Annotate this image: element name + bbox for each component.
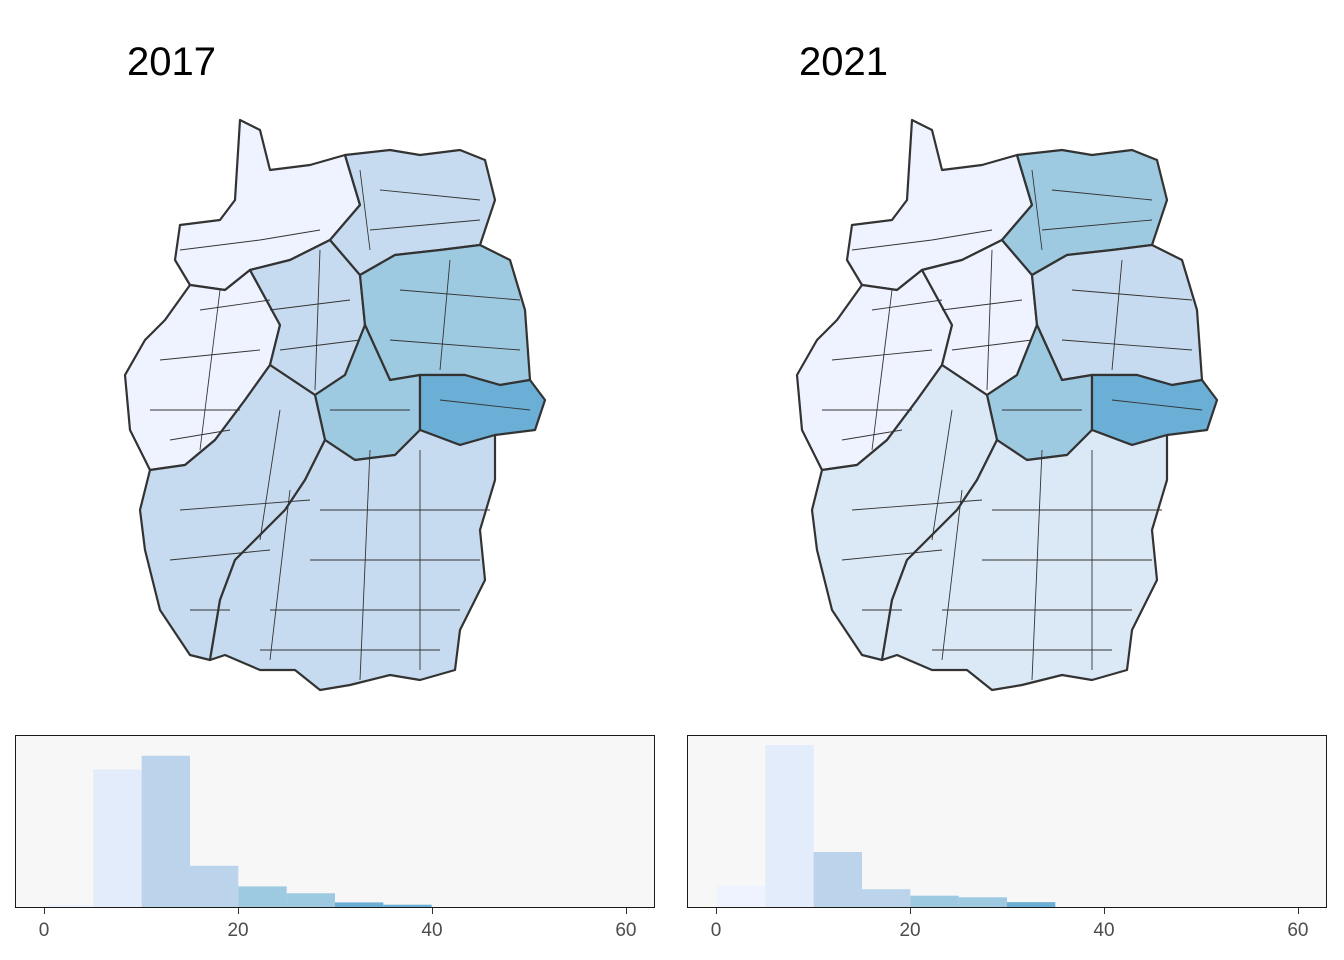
- histogram-svg: [45, 755, 432, 907]
- district-border: [941, 299, 1023, 311]
- district-border: [169, 549, 271, 561]
- district-border: [1111, 399, 1203, 411]
- x-tick-label: 20: [899, 920, 921, 941]
- district-border: [169, 429, 231, 441]
- district-border: [179, 229, 321, 251]
- district-border: [369, 219, 481, 231]
- district-border: [986, 249, 993, 391]
- histogram-bar: [141, 755, 190, 907]
- district-border: [851, 229, 993, 251]
- x-tick-label: 60: [615, 920, 637, 941]
- x-tick-label: 40: [421, 920, 443, 941]
- panel-title-2017: 2017: [127, 40, 216, 84]
- histogram-bar: [910, 895, 959, 907]
- x-tick-mark: [44, 908, 46, 914]
- histogram-2017: [15, 735, 655, 908]
- x-tick-label: 20: [227, 920, 249, 941]
- district-border: [159, 349, 261, 361]
- district-border: [269, 299, 351, 311]
- district-border: [439, 399, 531, 411]
- x-tick-mark: [1297, 908, 1299, 914]
- district-border: [841, 549, 943, 561]
- histogram-svg: [717, 745, 1056, 907]
- district-border: [1041, 219, 1153, 231]
- district-border: [831, 349, 933, 361]
- district-border: [1031, 169, 1043, 251]
- district-border: [941, 489, 963, 661]
- germany-map-2017: [123, 118, 547, 692]
- x-tick-label: 40: [1093, 920, 1115, 941]
- district-border: [314, 249, 321, 391]
- district-border: [269, 489, 291, 661]
- x-tick-label: 0: [38, 920, 50, 941]
- district-border: [359, 449, 371, 681]
- district-border: [199, 289, 221, 451]
- district-border: [359, 169, 371, 251]
- x-tick-mark: [1103, 908, 1105, 914]
- district-border: [199, 299, 271, 311]
- histogram-bar: [190, 865, 239, 907]
- district-border: [379, 189, 481, 201]
- x-tick-mark: [716, 908, 718, 914]
- histogram-bar: [862, 889, 911, 907]
- district-border: [1111, 259, 1123, 371]
- histogram-bar: [45, 904, 94, 907]
- histogram-bar: [765, 745, 814, 907]
- district-border: [1031, 449, 1043, 681]
- district-border: [841, 429, 903, 441]
- district-border: [279, 339, 361, 351]
- histogram-x-axis-2021: 0 20 40 60: [687, 908, 1327, 948]
- panel-title-2021: 2021: [799, 40, 888, 84]
- histogram-bar: [335, 902, 384, 907]
- district-border: [951, 339, 1033, 351]
- germany-map-2021: [795, 118, 1219, 692]
- x-tick-mark: [238, 908, 240, 914]
- histogram-x-axis-2017: 0 20 40 60: [15, 908, 655, 948]
- histogram-bar: [1007, 902, 1056, 907]
- histogram-bar: [813, 852, 862, 907]
- x-tick-mark: [431, 908, 433, 914]
- histogram-2021: [687, 735, 1327, 908]
- histogram-bar: [93, 769, 142, 907]
- district-border: [389, 339, 521, 351]
- district-border: [931, 409, 953, 541]
- histogram-bar: [717, 885, 766, 907]
- histogram-bar: [238, 886, 287, 907]
- district-border: [1071, 289, 1193, 301]
- x-tick-label: 0: [710, 920, 722, 941]
- x-tick-label: 60: [1287, 920, 1309, 941]
- x-tick-mark: [625, 908, 627, 914]
- x-tick-mark: [910, 908, 912, 914]
- district-border: [399, 289, 521, 301]
- district-border: [439, 259, 451, 371]
- district-border: [259, 409, 281, 541]
- histogram-bar: [383, 904, 432, 907]
- histogram-bar: [286, 893, 335, 907]
- district-border: [1061, 339, 1193, 351]
- district-border: [871, 289, 893, 451]
- district-border: [871, 299, 943, 311]
- histogram-bar: [958, 897, 1007, 907]
- district-border: [1051, 189, 1153, 201]
